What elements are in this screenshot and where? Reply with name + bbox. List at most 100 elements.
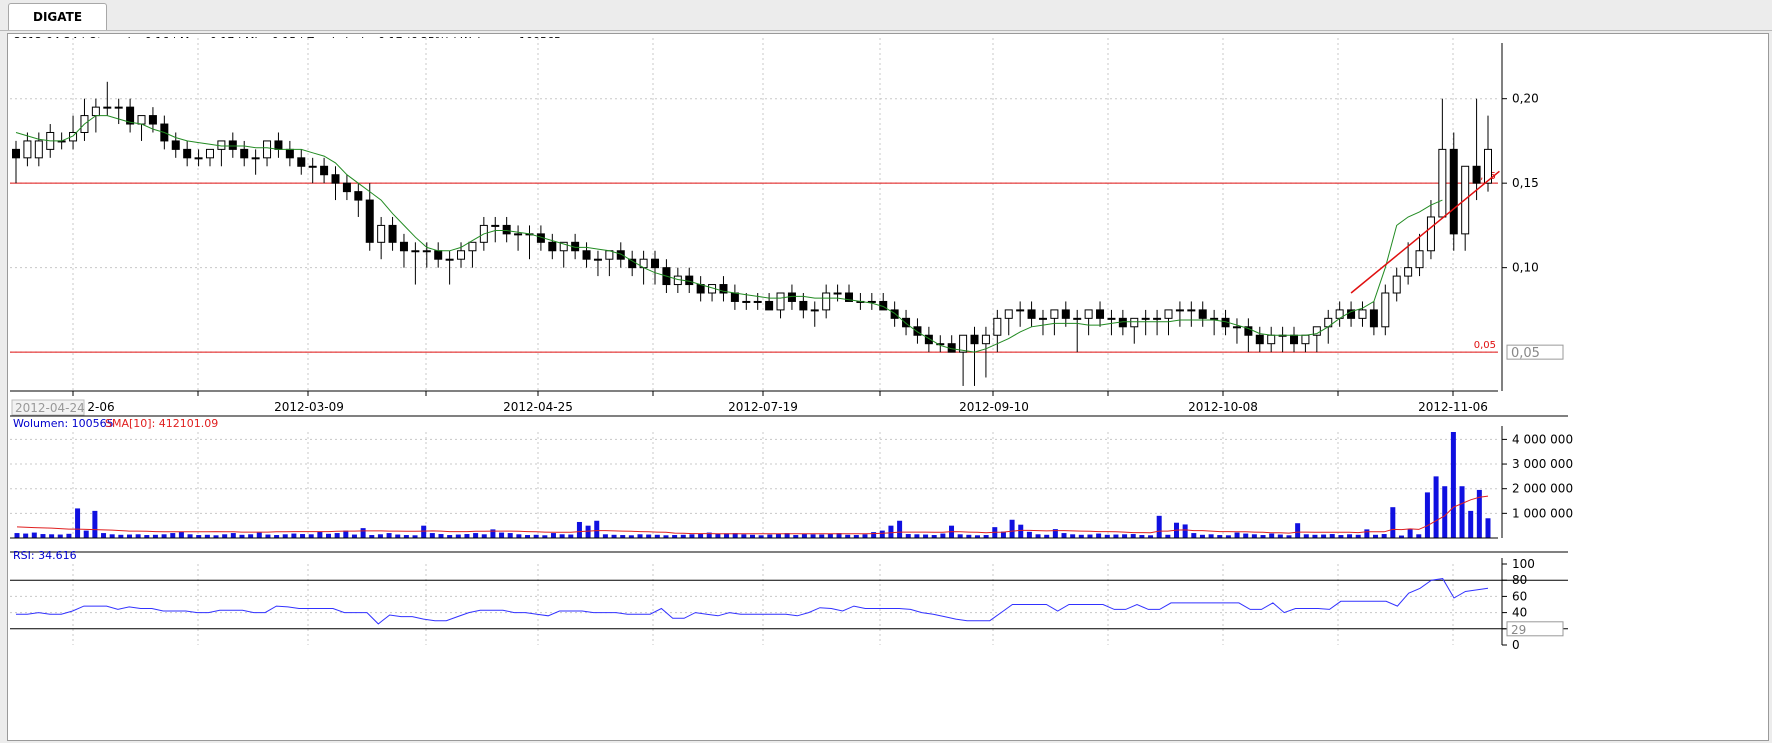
candle-body xyxy=(548,241,557,252)
candle-body xyxy=(1232,326,1241,329)
volume-bar xyxy=(1104,534,1110,538)
volume-tick-label: 4 000 000 xyxy=(1512,432,1573,446)
candle-body xyxy=(1438,148,1447,218)
level-label: 0,05 xyxy=(1474,340,1496,351)
candle-body xyxy=(126,106,135,125)
volume-bar xyxy=(724,533,730,538)
volume-bar xyxy=(429,533,435,538)
candle-body xyxy=(867,300,876,303)
candle-body xyxy=(1153,317,1162,320)
volume-bar xyxy=(576,521,582,538)
candle-body xyxy=(1449,148,1458,235)
volume-bar xyxy=(256,532,262,538)
candle-body xyxy=(844,292,853,302)
candle-body xyxy=(434,250,443,260)
candle-body xyxy=(719,284,728,294)
candle-body xyxy=(308,165,317,168)
volume-bar xyxy=(403,535,409,538)
volume-bar xyxy=(750,534,755,538)
candle-body xyxy=(1107,317,1116,320)
candle-body xyxy=(1404,267,1413,277)
candle-body xyxy=(1004,309,1013,319)
volume-bar xyxy=(101,533,107,538)
volume-bar xyxy=(654,534,660,538)
candle-body xyxy=(103,106,112,109)
rsi-tick-label: 60 xyxy=(1512,589,1527,603)
date-tick-label: 2012-09-10 xyxy=(959,400,1029,414)
tab-digate[interactable]: DIGATE xyxy=(8,3,108,30)
candle-body xyxy=(1141,317,1150,320)
volume-bar xyxy=(767,534,773,538)
candle-body xyxy=(137,115,146,125)
volume-bar xyxy=(585,525,591,538)
date-tick-label: 2-06 xyxy=(87,400,114,414)
volume-bar xyxy=(196,535,202,538)
candle-body xyxy=(114,106,123,109)
volume-bar xyxy=(879,530,885,538)
volume-bar xyxy=(888,525,894,538)
rsi-tick-label: 100 xyxy=(1512,557,1535,571)
volume-bar xyxy=(1329,534,1335,538)
volume-bar xyxy=(317,531,323,538)
volume-bar xyxy=(1191,533,1197,538)
volume-bar xyxy=(1165,534,1171,538)
candle-body xyxy=(1301,334,1310,345)
cursor-date-box xyxy=(11,399,85,416)
candle-body xyxy=(1175,309,1184,312)
candle-body xyxy=(1415,250,1424,269)
chart-svg[interactable]: 2012-04-24 | Otwarcie: 0.16 | Max: 0.17 … xyxy=(8,34,1768,740)
volume-bar xyxy=(31,532,37,538)
candle-body xyxy=(651,258,660,269)
volume-bar xyxy=(1035,534,1041,538)
volume-bar xyxy=(715,533,721,538)
candle-body xyxy=(1472,165,1481,184)
rsi-panel[interactable]: 10080604020029 xyxy=(10,551,1568,652)
price-panel[interactable]: 0,150,050,200,150,100,05 xyxy=(10,38,1564,391)
volume-bar xyxy=(663,535,669,538)
candle-body xyxy=(685,275,694,286)
volume-bar xyxy=(1234,532,1240,538)
candle-body xyxy=(388,224,397,243)
price-sma-line xyxy=(15,115,1443,353)
volume-bar xyxy=(1269,533,1275,538)
volume-bar xyxy=(862,534,868,538)
volume-bar xyxy=(620,535,626,538)
candle-body xyxy=(240,148,249,159)
volume-bar xyxy=(923,534,929,538)
volume-bar xyxy=(1061,533,1067,538)
volume-bar xyxy=(1156,515,1162,538)
tab-bar: DIGATE xyxy=(0,0,1772,31)
volume-bar xyxy=(274,535,280,538)
date-tick-label: 2012-10-08 xyxy=(1188,400,1258,414)
candle-body xyxy=(354,191,363,201)
volume-panel[interactable]: 4 000 000 3 000 000 2 000 000 1 000 000 xyxy=(10,415,1573,539)
candle-body xyxy=(1381,292,1390,328)
volume-bar xyxy=(646,534,652,538)
chart-frame[interactable]: 2012-04-24 | Otwarcie: 0.16 | Max: 0.17 … xyxy=(7,33,1769,741)
candle-body xyxy=(730,292,739,302)
volume-bar xyxy=(1338,535,1344,538)
candle-body xyxy=(468,241,477,252)
candle-body xyxy=(776,292,785,311)
volume-bar xyxy=(1485,518,1491,538)
volume-bar xyxy=(1251,534,1257,538)
volume-bar xyxy=(966,534,972,538)
trend-line xyxy=(1350,170,1500,294)
volume-bar xyxy=(1243,533,1249,538)
volume-bar xyxy=(1442,486,1448,538)
volume-bar xyxy=(343,530,349,538)
candle-body xyxy=(1484,148,1492,184)
volume-bar xyxy=(871,532,877,538)
volume-bar xyxy=(1459,486,1465,538)
candle-body xyxy=(23,140,32,159)
volume-bar xyxy=(282,534,288,538)
volume-bar xyxy=(957,534,963,538)
volume-bar xyxy=(1182,524,1188,538)
volume-tick-label: 3 000 000 xyxy=(1512,457,1573,471)
volume-bar xyxy=(1139,535,1145,538)
volume-bar xyxy=(758,535,764,538)
volume-bar xyxy=(481,534,487,538)
volume-bar xyxy=(810,534,816,538)
volume-bar xyxy=(1208,534,1214,538)
volume-title: Wolumen: 100565 xyxy=(13,417,114,430)
